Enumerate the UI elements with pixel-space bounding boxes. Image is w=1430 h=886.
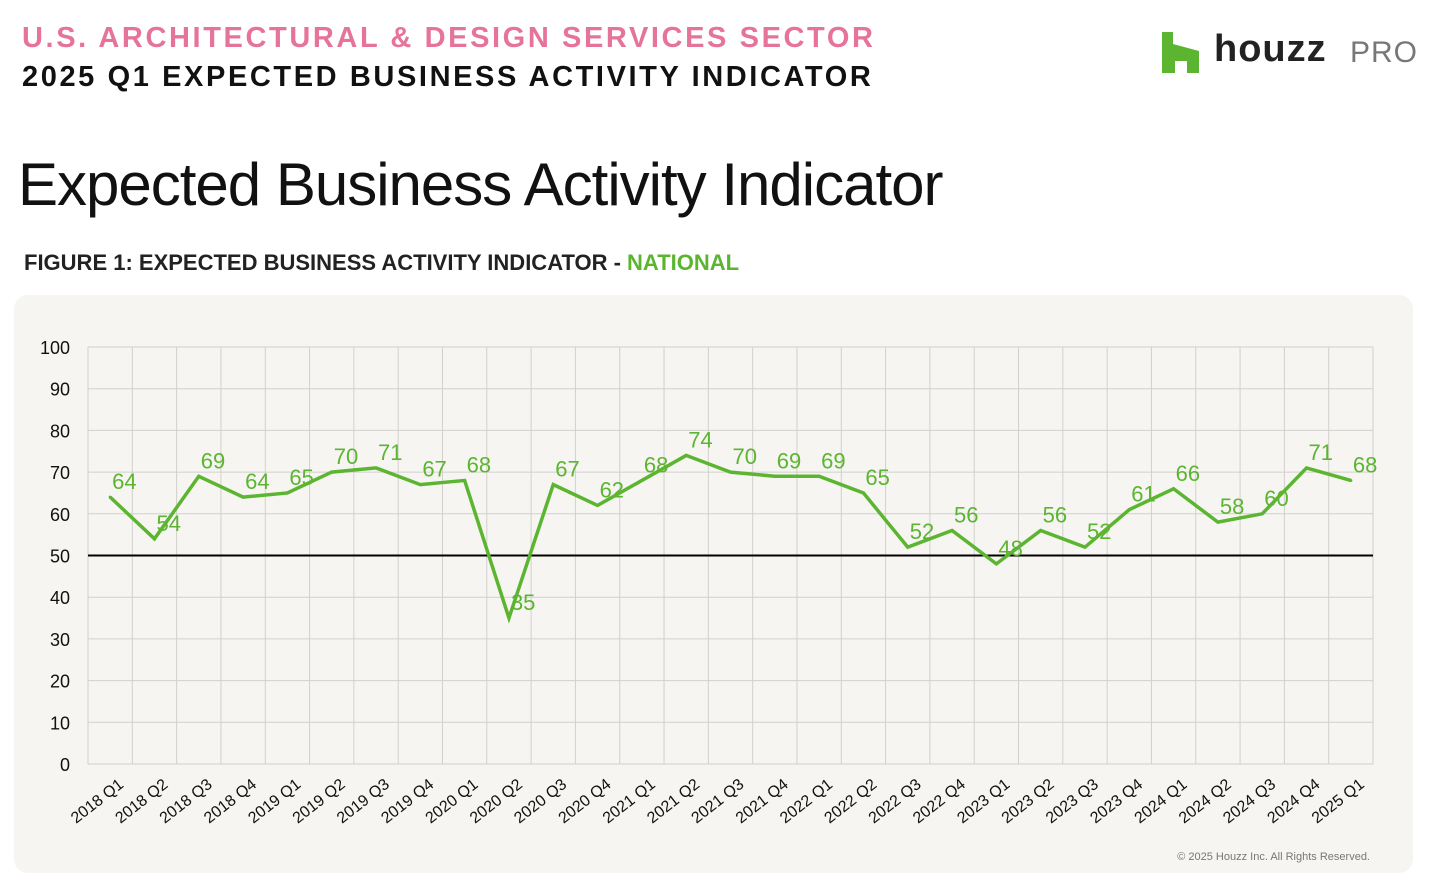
data-label: 56 (954, 502, 978, 527)
data-label: 60 (1264, 486, 1288, 511)
data-label: 52 (1087, 519, 1111, 544)
y-tick-label: 40 (50, 588, 70, 608)
data-label: 64 (112, 469, 136, 494)
data-point (108, 495, 112, 499)
y-tick-label: 10 (50, 713, 70, 733)
report-sector-title: U.S. ARCHITECTURAL & DESIGN SERVICES SEC… (22, 22, 876, 54)
y-axis-ticks: 0 10 20 30 40 50 60 70 80 90 100 (40, 338, 70, 775)
data-point (596, 503, 600, 507)
y-tick-label: 20 (50, 672, 70, 692)
data-label: 70 (334, 444, 358, 469)
data-label: 52 (910, 519, 934, 544)
data-point (551, 483, 555, 487)
data-label: 69 (201, 448, 225, 473)
data-point (507, 616, 511, 620)
data-point (684, 453, 688, 457)
data-point (463, 478, 467, 482)
data-label: 35 (511, 590, 535, 615)
data-label: 71 (378, 440, 402, 465)
page-title: Expected Business Activity Indicator (18, 151, 943, 218)
data-point (1216, 520, 1220, 524)
figure-label: FIGURE 1: EXPECTED BUSINESS ACTIVITY IND… (24, 250, 739, 276)
logo-brand-text: houzz (1214, 28, 1327, 70)
y-tick-label: 60 (50, 505, 70, 525)
data-point (374, 466, 378, 470)
copyright-notice: © 2025 Houzz Inc. All Rights Reserved. (1177, 851, 1370, 863)
data-point (729, 470, 732, 474)
data-label: 67 (555, 457, 579, 482)
figure-label-prefix: FIGURE 1: EXPECTED BUSINESS ACTIVITY IND… (24, 250, 628, 275)
data-label: 48 (998, 536, 1022, 561)
y-tick-label: 0 (60, 755, 70, 775)
data-label: 65 (289, 465, 313, 490)
data-point (861, 491, 865, 495)
data-point (994, 562, 998, 566)
data-label: 68 (644, 452, 668, 477)
data-label: 68 (1353, 452, 1377, 477)
data-label: 74 (688, 427, 712, 452)
data-point (152, 537, 156, 541)
data-point (418, 483, 422, 487)
data-point (950, 528, 954, 532)
data-point (1172, 487, 1176, 491)
data-label: 70 (733, 444, 757, 469)
data-point (640, 478, 644, 482)
data-label: 66 (1176, 461, 1200, 486)
data-points (108, 453, 1353, 620)
logo-pro-text: PRO (1350, 36, 1419, 69)
figure-label-region: NATIONAL (627, 250, 740, 275)
data-point (1260, 512, 1264, 516)
chart-card (14, 295, 1413, 873)
report-subtitle: 2025 Q1 EXPECTED BUSINESS ACTIVITY INDIC… (22, 61, 874, 93)
data-label: 71 (1309, 440, 1333, 465)
data-label: 58 (1220, 494, 1244, 519)
data-label: 69 (777, 448, 801, 473)
y-tick-label: 80 (50, 421, 70, 441)
data-label: 64 (245, 469, 269, 494)
houzz-pro-logo: houzz PRO (1162, 28, 1419, 76)
data-label: 69 (821, 448, 845, 473)
y-tick-label: 30 (50, 630, 70, 650)
data-point (1305, 466, 1309, 470)
data-label: 54 (156, 511, 180, 536)
data-label: 61 (1131, 482, 1155, 507)
data-labels: 64 54 69 64 65 70 71 67 68 35 67 62 68 74 70 69 69 65 52 56… (112, 427, 1377, 615)
data-point (241, 495, 245, 499)
data-label: 56 (1043, 502, 1067, 527)
data-point (817, 474, 821, 478)
data-label: 68 (467, 452, 491, 477)
data-point (773, 474, 777, 478)
y-tick-label: 100 (40, 338, 70, 358)
data-label: 67 (422, 457, 446, 482)
data-point (1349, 478, 1353, 482)
y-tick-label: 50 (50, 547, 70, 567)
data-point (1127, 508, 1131, 512)
y-tick-label: 90 (50, 380, 70, 400)
houzz-logo-icon (1162, 32, 1199, 73)
data-point (285, 491, 289, 495)
data-point (197, 474, 201, 478)
data-point (906, 545, 910, 549)
data-label: 65 (865, 465, 889, 490)
data-point (1083, 545, 1087, 549)
y-tick-label: 70 (50, 463, 70, 483)
data-point (1039, 528, 1043, 532)
data-label: 62 (600, 477, 624, 502)
data-point (330, 470, 334, 474)
